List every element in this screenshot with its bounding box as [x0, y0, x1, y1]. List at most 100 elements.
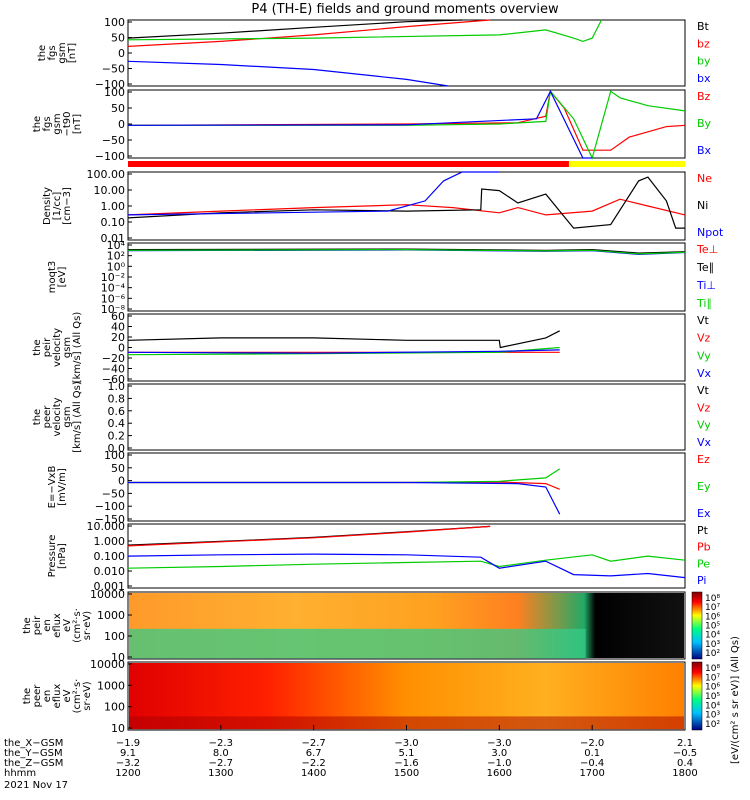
panel-6-ylabel-line: gsm	[62, 406, 73, 427]
panel-6-ylabel-line: velocity	[52, 397, 63, 436]
x-row-value: −2.7	[302, 738, 326, 749]
panel-6-ytick-label: 0.0	[108, 442, 126, 455]
panel-3-ylabel-line: [cm−3]	[62, 187, 73, 225]
panel-3-ytick-label: 0.01	[101, 232, 126, 245]
panel-10-colorbar-tick: 10²	[705, 720, 720, 730]
x-row-value: 1400	[301, 768, 326, 779]
x-row-value: 6.7	[306, 748, 322, 759]
panel-5-ylabel-line: peir	[42, 337, 53, 357]
panel-10-lowenergy-band	[129, 716, 684, 730]
panel-4-ylabel-line: [eV]	[57, 267, 68, 288]
panel-7-series-Ex	[128, 481, 561, 515]
panel-5-legend-2: Vy	[697, 349, 711, 362]
panel-10-colorbar-tick: 10⁵	[705, 692, 720, 702]
x-row-label: hhmm	[4, 768, 36, 779]
x-row-value: 1500	[394, 768, 419, 779]
panel-9-colorbar-tick: 10⁶	[705, 612, 720, 622]
panel-9-frame	[127, 591, 686, 660]
panel-7-ytick-label: −100	[95, 500, 125, 513]
panel-5-ytick-label: 40	[111, 321, 125, 334]
panel-8-ytick-label: 1.000	[94, 535, 126, 548]
panel-6-frame	[127, 383, 686, 451]
panel-10-colorbar-tick: 10⁸	[705, 664, 720, 674]
panel-5-ytick-label: −40	[102, 363, 125, 376]
panel-1-ylabel-line: [nT]	[72, 114, 83, 134]
panel-4-legend-1: Te∥	[696, 261, 714, 274]
panel-7-series-Ey	[128, 468, 561, 484]
panel-7-frame	[127, 452, 686, 522]
panel-8-series-Pb	[127, 525, 491, 547]
panel-8-frame	[127, 523, 686, 589]
status-segment-0	[128, 161, 569, 167]
panel-10-ylabel-line: the	[22, 688, 33, 704]
panel-0-ylabel-line: [nT]	[67, 43, 78, 63]
panel-8-ytick-label: 0.001	[94, 580, 126, 593]
x-date-label: 2021 Nov 17	[4, 780, 68, 791]
panel-6-legend-1: Vz	[697, 401, 711, 414]
x-row-value: 1300	[208, 768, 233, 779]
panel-1-series-Bx	[127, 89, 593, 159]
x-row-value: 1800	[672, 768, 697, 779]
panel-4-ytick-label: 10²	[107, 250, 125, 263]
x-row-value: 1600	[487, 768, 512, 779]
panel-9-ytick-label: 100	[104, 630, 125, 643]
panel-10-ytick-label: 100	[104, 701, 125, 714]
x-row-value: 2.1	[677, 738, 693, 749]
x-row-value: −1.9	[116, 738, 140, 749]
panel-8-ylabel-line: Pressure	[47, 535, 58, 578]
panel-4-ylabel-line: moqt3	[47, 261, 58, 294]
panel-5-frame	[127, 313, 686, 382]
panel-5-ylabel-line: velocity	[52, 328, 63, 367]
panel-0-ylabel-line: the	[37, 45, 48, 61]
x-row-value: −2.7	[209, 758, 233, 769]
plot-title: P4 (TH-E) fields and ground moments over…	[251, 2, 559, 17]
panel-7-ytick-label: −150	[95, 513, 125, 526]
panel-3-ylabel-line: Density	[42, 187, 53, 225]
panel-10-ylabel-line: peer	[32, 684, 43, 708]
panel-0-legend-0: Bt	[697, 20, 710, 33]
panel-7-ytick-label: 100	[104, 449, 125, 462]
panel-1-ylabel-line: −t90	[62, 111, 73, 136]
panel-5-legend-0: Vt	[697, 314, 710, 327]
panel-9-ylabel-line: eV	[62, 619, 73, 632]
panel-10-ytick-label: 1000	[97, 679, 125, 692]
panel-5-ytick-label: 60	[111, 310, 125, 323]
panel-9-ylabel-line: en	[42, 619, 53, 632]
panel-6-ylabel-line: the	[32, 409, 43, 425]
panel-3-ytick-label: 100.00	[87, 168, 126, 181]
panel-0: 100 50 0 −50 −100 the fgs gsm [nT] Bt bz by bx	[37, 16, 711, 91]
panel-4-legend-0: Te⊥	[696, 243, 718, 256]
x-row-value: −3.0	[394, 738, 418, 749]
panel-8-ytick-label: 10.000	[87, 520, 126, 533]
panel-6-ytick-label: 1.0	[108, 380, 126, 393]
panel-0-series-bz	[127, 19, 491, 47]
x-row-value: 9.1	[120, 748, 136, 759]
panel-9-ylabel-line: sr·eV)	[82, 611, 93, 640]
panel-1-legend-0: Bz	[697, 90, 711, 103]
panel-5-ylabel-line: gsm	[62, 337, 73, 358]
panel-1-legend-2: Bx	[697, 144, 712, 157]
panel-6-ytick-label: 0.6	[108, 405, 126, 418]
x-row-value: 5.1	[399, 748, 415, 759]
x-axis-table: the_X−GSM −1.9 −2.3 −2.7 −3.0 −3.0 −2.0 2.1 the_…	[4, 725, 698, 791]
panel-0-ytick-label: 0	[118, 47, 125, 60]
panel-10-ylabel-line: eflux	[52, 684, 63, 709]
panel-10-colorbar-tick: 10⁴	[705, 701, 720, 711]
panel-3-ytick-label: 0.10	[101, 216, 126, 229]
panel-4-ytick-label: 10⁻⁴	[101, 282, 126, 295]
x-row-value: 8.0	[213, 748, 229, 759]
panel-0-legend-1: bz	[697, 37, 710, 50]
panel-8-legend-0: Pt	[697, 524, 709, 537]
panel-9-colorbar-tick: 10²	[705, 649, 720, 659]
panel-1-ytick-label: 50	[111, 102, 125, 115]
panel-0-ytick-label: 100	[104, 16, 125, 29]
panel-8-series-Pi	[127, 553, 686, 579]
panel-3-legend-0: Ne	[697, 172, 712, 185]
panel-6-ylabel-line: [km/s] (All Qs)	[72, 381, 83, 453]
panel-9-ytick-label: 1000	[97, 609, 125, 622]
panel-9-colorbar-tick: 10⁸	[705, 594, 720, 604]
panel-1-ytick-label: −50	[102, 134, 125, 147]
